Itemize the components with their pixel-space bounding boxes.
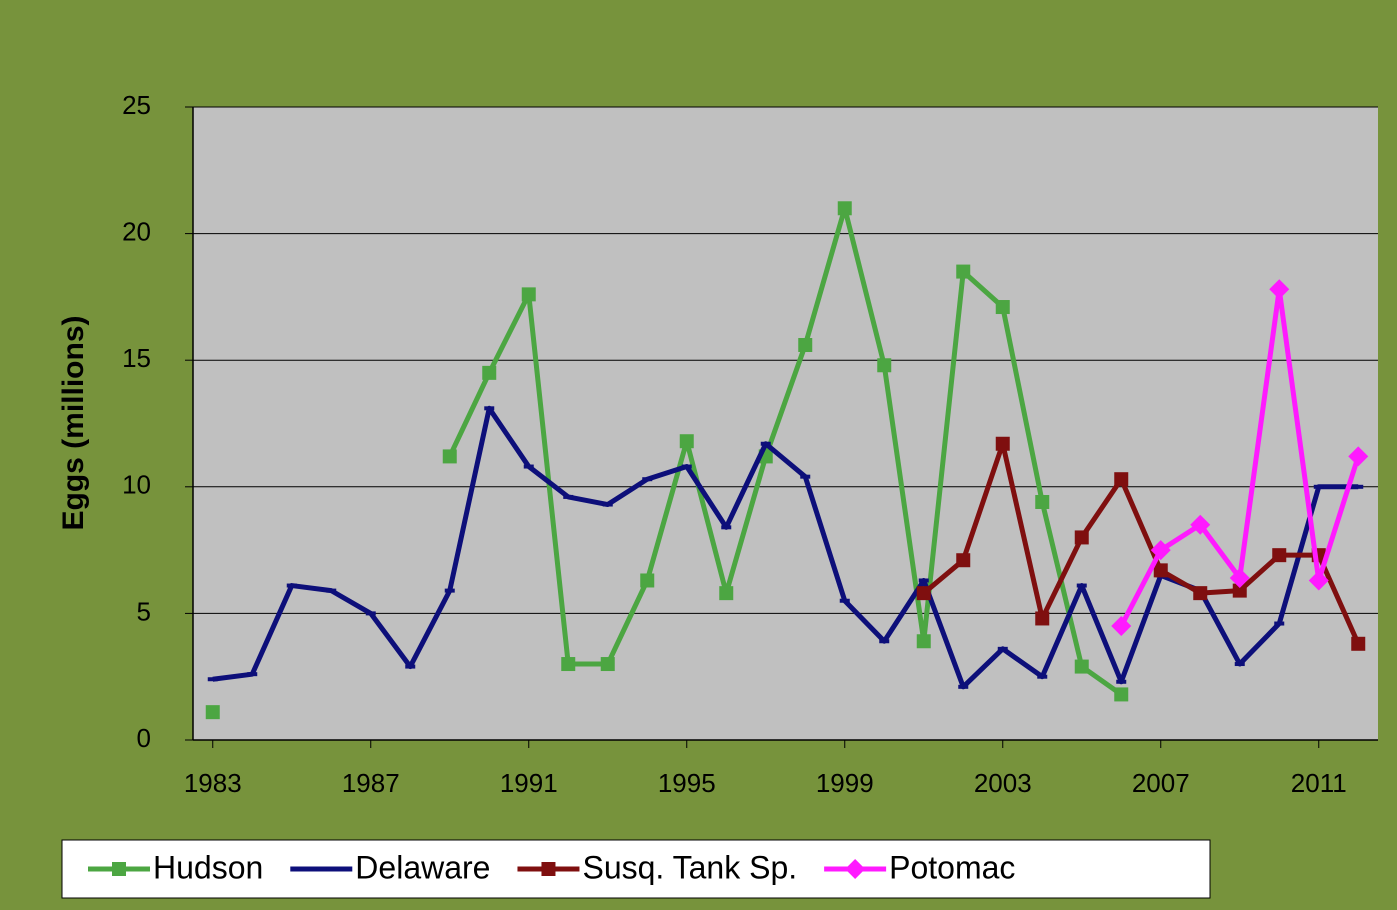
marker xyxy=(365,611,376,616)
marker xyxy=(600,657,615,672)
marker xyxy=(1035,611,1050,626)
marker xyxy=(286,583,297,588)
y-tick-label: 15 xyxy=(122,343,151,373)
marker xyxy=(995,300,1010,315)
y-tick-label: 25 xyxy=(122,90,151,120)
marker xyxy=(521,287,536,302)
y-tick-label: 20 xyxy=(122,216,151,246)
marker xyxy=(1150,540,1171,561)
legend-label: Hudson xyxy=(153,849,263,885)
marker xyxy=(837,201,852,216)
marker xyxy=(523,464,534,469)
marker xyxy=(721,525,732,530)
marker xyxy=(760,441,771,446)
marker xyxy=(1353,484,1364,489)
x-tick-label: 1987 xyxy=(342,768,400,798)
marker xyxy=(1116,679,1127,684)
marker xyxy=(444,588,455,593)
marker xyxy=(845,859,866,879)
marker xyxy=(1269,279,1290,300)
legend xyxy=(61,839,1211,899)
marker xyxy=(1153,563,1168,578)
marker xyxy=(563,494,574,499)
x-tick-label: 1999 xyxy=(816,768,874,798)
marker xyxy=(879,639,890,644)
marker xyxy=(1313,484,1324,489)
x-tick-label: 1983 xyxy=(184,768,242,798)
marker xyxy=(1308,570,1329,591)
marker xyxy=(484,406,495,411)
legend-label: Delaware xyxy=(355,849,490,885)
plot-area xyxy=(193,107,1378,740)
marker xyxy=(602,502,613,507)
marker xyxy=(1076,583,1087,588)
marker xyxy=(800,474,811,479)
marker xyxy=(877,358,892,373)
marker xyxy=(1274,621,1285,626)
marker xyxy=(956,553,971,568)
series-line xyxy=(447,205,1123,697)
marker xyxy=(916,586,931,601)
legend-label: Potomac xyxy=(889,849,1015,885)
marker xyxy=(956,264,971,279)
x-tick-label: 2011 xyxy=(1291,768,1347,798)
marker xyxy=(958,684,969,689)
legend-label: Susq. Tank Sp. xyxy=(582,849,797,885)
marker xyxy=(997,646,1008,651)
marker xyxy=(1193,586,1208,601)
marker xyxy=(405,664,416,669)
marker xyxy=(1234,662,1245,667)
x-tick-label: 1991 xyxy=(500,768,558,798)
marker xyxy=(326,588,337,593)
marker xyxy=(205,705,220,720)
marker xyxy=(719,586,734,601)
x-tick-label: 2007 xyxy=(1132,768,1190,798)
marker xyxy=(1348,446,1369,467)
marker xyxy=(1351,636,1366,651)
marker xyxy=(1114,687,1129,702)
y-tick-label: 5 xyxy=(137,596,151,626)
x-tick-label: 1995 xyxy=(658,768,716,798)
marker xyxy=(442,449,457,464)
marker xyxy=(681,464,692,469)
marker xyxy=(541,862,556,876)
marker xyxy=(1111,616,1132,637)
y-tick-label: 10 xyxy=(122,470,151,500)
marker xyxy=(640,573,655,588)
marker xyxy=(995,436,1010,451)
marker xyxy=(1272,548,1287,563)
marker xyxy=(1074,530,1089,545)
marker xyxy=(1114,472,1129,487)
marker xyxy=(918,578,929,583)
marker xyxy=(642,477,653,482)
marker xyxy=(1229,567,1250,588)
marker xyxy=(839,598,850,603)
marker xyxy=(482,365,497,380)
marker xyxy=(1037,674,1048,679)
marker xyxy=(916,634,931,649)
marker xyxy=(207,677,218,682)
series-line xyxy=(212,405,1359,690)
marker xyxy=(798,338,813,353)
marker xyxy=(561,657,576,672)
x-tick-label: 2003 xyxy=(974,768,1032,798)
marker xyxy=(247,672,258,677)
marker xyxy=(1074,659,1089,674)
marker xyxy=(679,434,694,449)
marker xyxy=(1190,514,1211,535)
marker xyxy=(1035,494,1050,509)
marker xyxy=(316,867,327,871)
y-tick-label: 0 xyxy=(137,723,151,753)
y-axis-label: Eggs (millions) xyxy=(57,315,90,530)
marker xyxy=(1232,583,1247,598)
marker xyxy=(112,862,126,876)
